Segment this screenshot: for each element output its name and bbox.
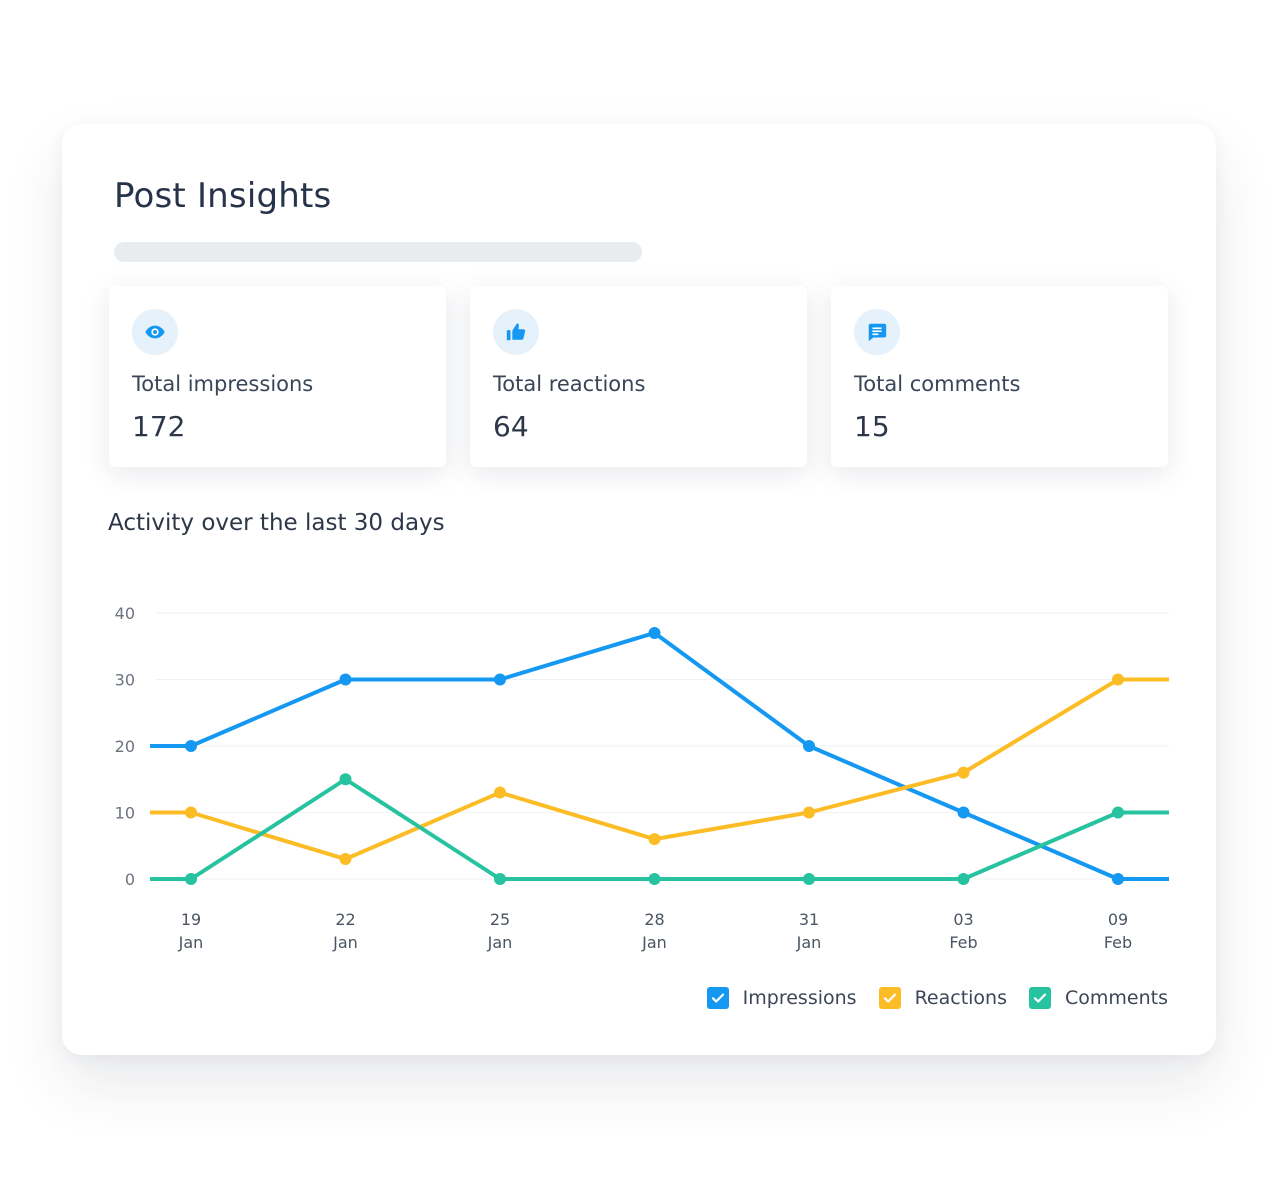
series-line-comments [150,777,1169,881]
comments-value: 15 [854,410,890,443]
legend-label-reactions: Reactions [914,987,1007,1009]
data-point-reactions [339,853,352,866]
legend-label-impressions: Impressions [742,987,857,1009]
x-tick-day: 22 [335,910,355,929]
x-tick-day: 28 [644,910,664,929]
legend-label-comments: Comments [1065,987,1168,1009]
x-tick-day: 25 [490,910,510,929]
impressions-card: Total impressions 172 [109,286,446,467]
reactions-label: Total reactions [493,372,646,396]
activity-chart: 0 10 20 30 40 19 Jan 22 Jan 25 Jan 28 Jan 31 Jan 03 Feb 0… [115,604,1169,952]
data-point-reactions [185,806,197,819]
y-tick-label: 30 [115,671,135,690]
comments-card: Total comments 15 [831,286,1168,467]
legend-item-comments[interactable]: Comments [1029,987,1168,1009]
x-tick-month: Feb [949,933,977,952]
legend-item-impressions[interactable]: Impressions [706,987,857,1009]
data-point-comments [494,873,506,885]
data-point-comments [648,873,661,885]
data-point-comments [803,873,815,885]
data-point-impressions [957,806,970,819]
checkbox-checked-icon[interactable] [878,987,901,1009]
data-point-comments [1112,806,1124,819]
x-tick-month: Jan [332,933,358,952]
impressions-value: 172 [132,410,186,443]
data-point-comments [185,873,197,885]
x-tick-day: 09 [1108,910,1128,929]
x-tick-day: 31 [799,910,819,929]
reactions-card: Total reactions 64 [470,286,807,467]
reactions-value: 64 [493,410,529,443]
title-placeholder-bar [114,242,642,262]
comments-label: Total comments [854,372,1021,396]
impressions-label: Total impressions [132,372,314,396]
x-tick-day: 19 [181,910,201,929]
post-insights-panel: Post Insights Total impressions 172 Tota… [62,124,1216,1055]
legend-item-reactions[interactable]: Reactions [878,987,1007,1009]
y-tick-label: 0 [125,870,135,889]
data-point-impressions [494,673,506,686]
x-tick-month: Jan [796,933,822,952]
data-point-impressions [339,673,352,686]
y-tick-label: 40 [115,604,135,623]
data-point-impressions [1112,873,1124,885]
data-point-reactions [494,786,506,799]
data-point-reactions [957,766,970,779]
x-tick-day: 03 [953,910,973,929]
x-tick-month: Jan [641,933,667,952]
data-point-comments [957,873,970,885]
series-line-reactions [150,677,1169,862]
data-point-reactions [803,806,815,819]
chart-legend: Impressions Reactions Comments [706,987,1168,1009]
x-tick-month: Jan [487,933,513,952]
x-tick-month: Feb [1104,933,1132,952]
eye-icon [132,309,178,355]
chart-title: Activity over the last 30 days [108,510,445,536]
data-point-comments [339,773,352,786]
data-point-reactions [648,833,661,846]
checkbox-checked-icon[interactable] [1029,987,1051,1009]
y-tick-label: 20 [115,737,135,756]
checkbox-checked-icon[interactable] [706,987,729,1009]
thumbs-up-icon [493,309,539,355]
data-point-reactions [1112,673,1124,686]
page-title: Post Insights [114,176,332,216]
comment-icon [854,309,900,355]
x-tick-month: Jan [178,933,204,952]
y-tick-label: 10 [115,804,135,823]
data-point-impressions [185,740,197,752]
data-point-impressions [803,740,815,752]
data-point-impressions [648,626,661,639]
